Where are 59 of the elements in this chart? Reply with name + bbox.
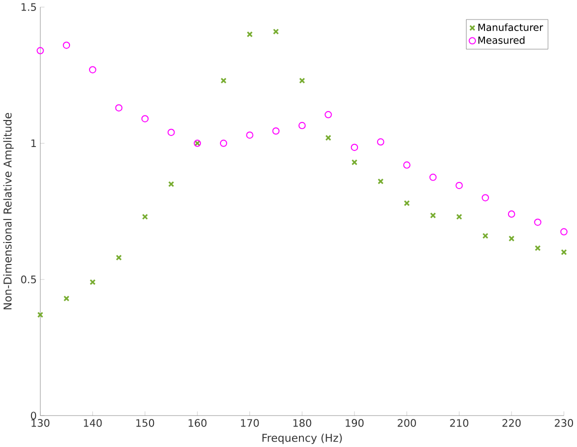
x-tick-label: 190 bbox=[346, 418, 364, 427]
point bbox=[168, 180, 174, 187]
x-tick-label: 200 bbox=[398, 418, 416, 427]
point bbox=[325, 134, 332, 141]
point bbox=[168, 128, 175, 136]
point bbox=[482, 232, 488, 239]
x-tick-label: 150 bbox=[136, 418, 154, 427]
y-tick-label: 1.5 bbox=[22, 3, 36, 11]
point bbox=[37, 312, 44, 318]
point bbox=[220, 140, 228, 147]
x-tick-label: 220 bbox=[502, 418, 521, 427]
point bbox=[272, 28, 279, 34]
x-tick-label: 130 bbox=[32, 418, 50, 427]
point bbox=[116, 254, 122, 261]
point bbox=[89, 66, 96, 74]
point bbox=[90, 279, 96, 286]
x-tick-label: 210 bbox=[450, 418, 468, 427]
point bbox=[377, 138, 384, 146]
y-tick-label: 0 bbox=[30, 412, 36, 420]
legend-label: Manufacturer bbox=[478, 23, 544, 31]
x-tick-label: 180 bbox=[293, 418, 312, 427]
point bbox=[404, 200, 410, 206]
x-axis-title: Frequency (Hz) bbox=[262, 433, 342, 444]
point bbox=[246, 31, 253, 38]
point bbox=[403, 161, 410, 169]
y-tick-label: 1 bbox=[31, 139, 36, 147]
point bbox=[508, 210, 516, 218]
x-tick-label: 170 bbox=[241, 418, 259, 427]
point bbox=[298, 122, 306, 130]
point bbox=[351, 159, 358, 166]
point bbox=[272, 127, 280, 134]
point bbox=[534, 218, 542, 226]
point bbox=[560, 228, 568, 236]
x-tick-label: 140 bbox=[84, 418, 102, 427]
point bbox=[560, 249, 567, 256]
point bbox=[534, 244, 541, 251]
point bbox=[141, 114, 149, 122]
point bbox=[62, 41, 70, 49]
point bbox=[324, 110, 332, 118]
y-axis-title: Non-Dimensional Relative Amplitude bbox=[3, 112, 14, 310]
x-tick-label: 230 bbox=[554, 418, 574, 427]
point bbox=[456, 182, 463, 189]
point bbox=[220, 77, 227, 84]
point bbox=[36, 46, 44, 54]
point bbox=[142, 214, 148, 220]
point bbox=[63, 295, 70, 302]
legend-label: Measured bbox=[478, 36, 524, 44]
point bbox=[378, 178, 384, 184]
point bbox=[482, 194, 489, 202]
point bbox=[115, 104, 122, 112]
point bbox=[246, 131, 254, 139]
point bbox=[508, 235, 515, 242]
point bbox=[430, 212, 436, 218]
point bbox=[350, 144, 358, 151]
point bbox=[429, 174, 437, 181]
y-tick-label: 0.5 bbox=[21, 275, 36, 284]
point bbox=[456, 214, 462, 220]
x-tick-label: 160 bbox=[188, 418, 206, 427]
point bbox=[299, 77, 306, 84]
